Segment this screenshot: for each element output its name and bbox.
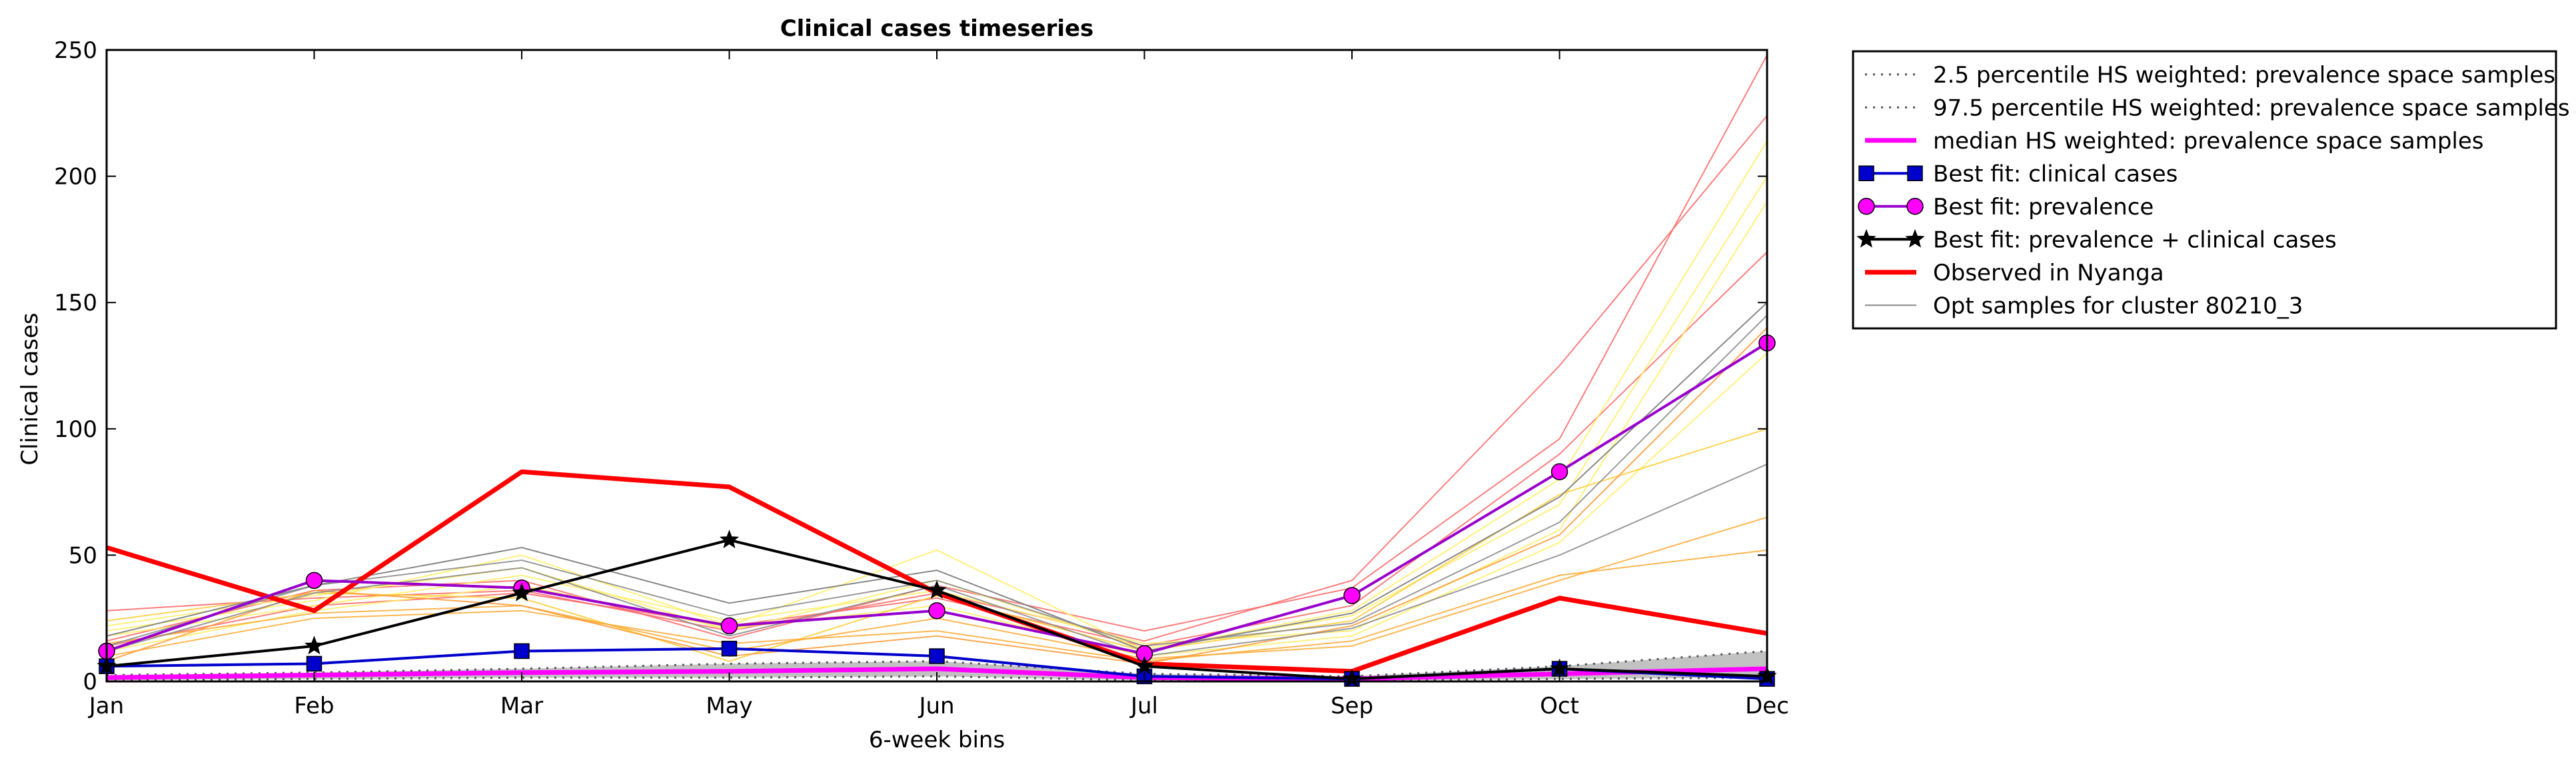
legend-label-1: 97.5 percentile HS weighted: prevalence … bbox=[1933, 95, 2570, 121]
sample-line-3 bbox=[107, 140, 1767, 652]
x-tick-label-8: Dec bbox=[1745, 693, 1789, 719]
legend-marker-3-b bbox=[1907, 165, 1923, 181]
legend-label-7: Opt samples for cluster 80210_3 bbox=[1933, 292, 2303, 319]
series-3-point-3 bbox=[721, 640, 738, 657]
series-line-7 bbox=[107, 302, 1767, 652]
x-tick-label-7: Oct bbox=[1540, 693, 1579, 719]
legend: 2.5 percentile HS weighted: prevalence s… bbox=[1852, 50, 2570, 330]
y-tick-label-2: 100 bbox=[54, 416, 97, 443]
plot-area bbox=[97, 55, 1777, 687]
axes: Jan Feb Mar May Jun Jul Sep Oct Dec 0 50 100 150 200 2… bbox=[54, 37, 1789, 719]
series-5-point-2 bbox=[512, 582, 532, 601]
y-tick-label-3: 150 bbox=[54, 290, 97, 316]
sample-line-7 bbox=[107, 428, 1767, 662]
x-tick-label-0: Jan bbox=[88, 693, 124, 719]
series-4-point-4 bbox=[928, 602, 946, 619]
series-4-point-7 bbox=[1551, 463, 1569, 481]
chart-title: Clinical cases timeseries bbox=[780, 15, 1094, 42]
series-5-point-1 bbox=[304, 635, 324, 655]
y-tick-label-0: 0 bbox=[83, 669, 97, 695]
legend-label-6: Observed in Nyanga bbox=[1933, 260, 2164, 286]
legend-marker-4-a bbox=[1858, 198, 1875, 215]
legend-marker-4-b bbox=[1906, 198, 1924, 215]
sample-line-9 bbox=[107, 549, 1767, 662]
x-tick-label-5: Jul bbox=[1129, 693, 1158, 719]
series-3-point-2 bbox=[514, 643, 530, 659]
x-tick-label-6: Sep bbox=[1331, 693, 1373, 719]
x-tick-label-2: Mar bbox=[500, 693, 543, 719]
x-tick-label-3: May bbox=[706, 693, 752, 719]
series-4-point-1 bbox=[305, 572, 323, 589]
sample-line-10 bbox=[107, 327, 1767, 665]
y-tick-label-5: 250 bbox=[54, 37, 97, 64]
y-axis-label: Clinical cases bbox=[17, 312, 43, 465]
series-4-point-6 bbox=[1343, 587, 1361, 604]
y-tick-label-1: 50 bbox=[69, 542, 97, 569]
series-line-0 bbox=[107, 675, 1767, 681]
series-5-point-3 bbox=[719, 530, 740, 549]
series-line-2 bbox=[107, 666, 1767, 681]
x-tick-label-4: Jun bbox=[918, 693, 954, 719]
series-line-1 bbox=[107, 649, 1767, 677]
series-5-point-4 bbox=[927, 580, 947, 599]
sample-line-2 bbox=[107, 251, 1767, 647]
legend-marker-3-a bbox=[1858, 165, 1874, 181]
legend-label-0: 2.5 percentile HS weighted: prevalence s… bbox=[1933, 62, 2555, 89]
x-tick-label-1: Feb bbox=[294, 693, 334, 719]
legend-label-4: Best fit: prevalence bbox=[1933, 194, 2154, 220]
legend-label-3: Best fit: clinical cases bbox=[1933, 161, 2178, 187]
legend-label-2: median HS weighted: prevalence space sam… bbox=[1933, 128, 2484, 155]
legend-box bbox=[1852, 50, 2557, 330]
series-4-point-3 bbox=[720, 617, 738, 635]
series-5-point-5 bbox=[1134, 655, 1155, 675]
y-tick-label-4: 200 bbox=[54, 164, 97, 191]
x-axis-label: 6-week bins bbox=[869, 727, 1005, 753]
legend-marker-5-a bbox=[1856, 228, 1876, 248]
legend-label-5: Best fit: prevalence + clinical cases bbox=[1933, 226, 2337, 253]
legend-marker-5-b bbox=[1905, 228, 1925, 248]
series-3-point-1 bbox=[306, 655, 322, 672]
series-3-point-4 bbox=[929, 648, 945, 664]
